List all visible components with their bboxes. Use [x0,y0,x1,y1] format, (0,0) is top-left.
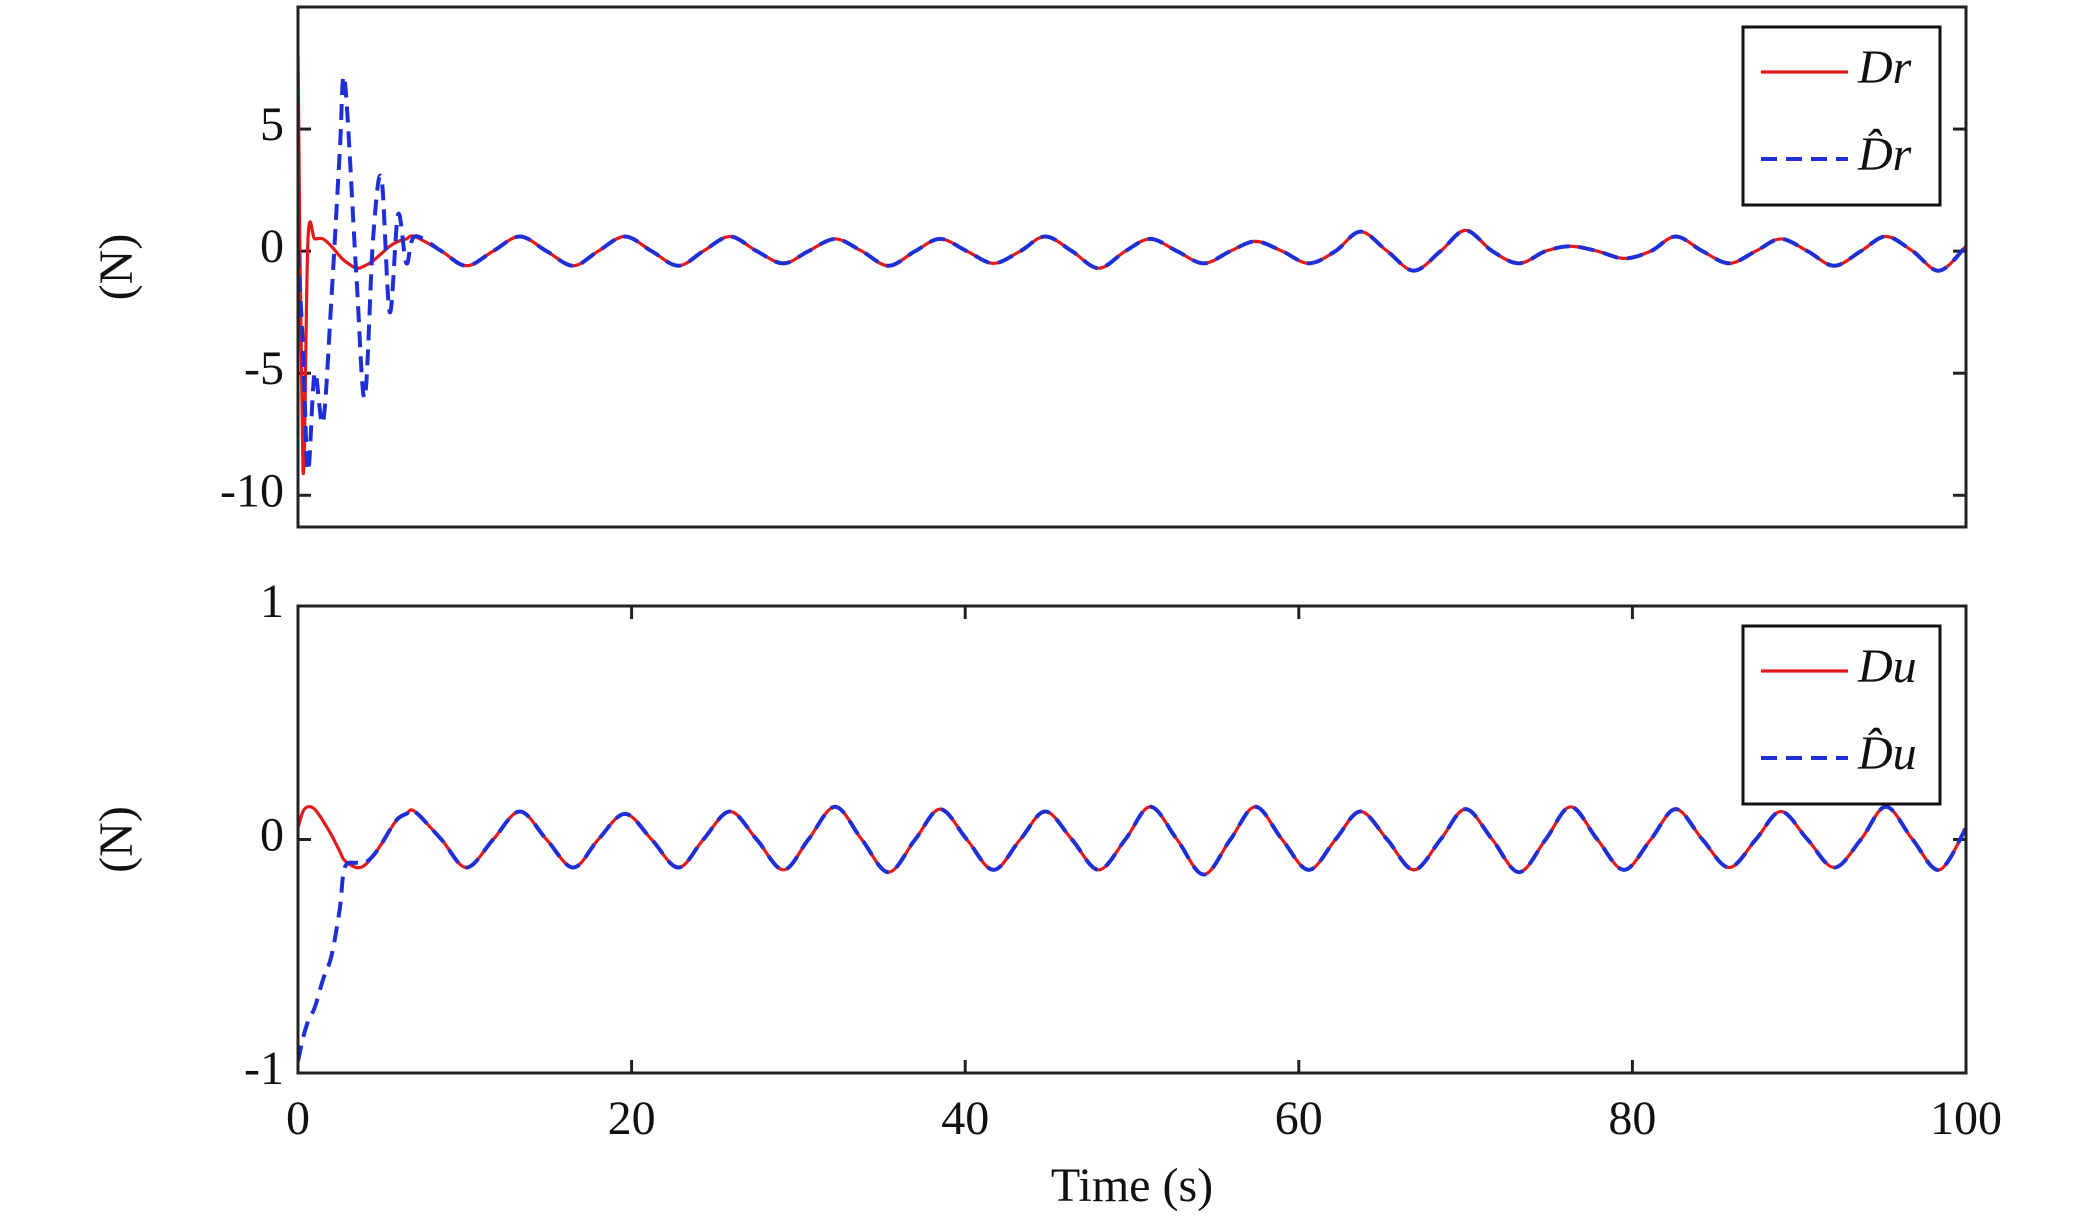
x-tick-label: 100 [1930,1092,2002,1145]
plot-area [298,606,1966,1073]
legend-label: Du [1857,640,1917,693]
y-tick-label: -1 [244,1042,284,1095]
y-tick-label: 1 [260,575,284,628]
axes-frame [296,5,1968,529]
legend-label: Dr [1857,41,1912,94]
axes-frame [296,604,1968,1075]
y-tick-label: -10 [220,464,284,517]
legend-label: D̂r [1857,127,1912,181]
y-axis-label: (N) [90,234,143,301]
x-tick-label: 80 [1608,1092,1656,1145]
legend-label: D̂u [1857,726,1917,780]
series-line [298,804,1966,1062]
y-tick-label: 0 [260,220,284,273]
legend-box [1741,624,1942,806]
y-axis-label: (N) [90,806,143,873]
x-tick-label: 40 [941,1092,989,1145]
y-tick-label: -5 [244,342,284,395]
x-axis-label: Time (s) [1051,1159,1213,1212]
y-tick-label: 0 [260,809,284,862]
x-tick-label: 60 [1275,1092,1323,1145]
legend-box [1741,25,1942,207]
y-tick-label: 5 [260,98,284,151]
x-tick-label: 20 [608,1092,656,1145]
x-tick-label: 0 [286,1092,310,1145]
plot-area [298,7,1966,527]
